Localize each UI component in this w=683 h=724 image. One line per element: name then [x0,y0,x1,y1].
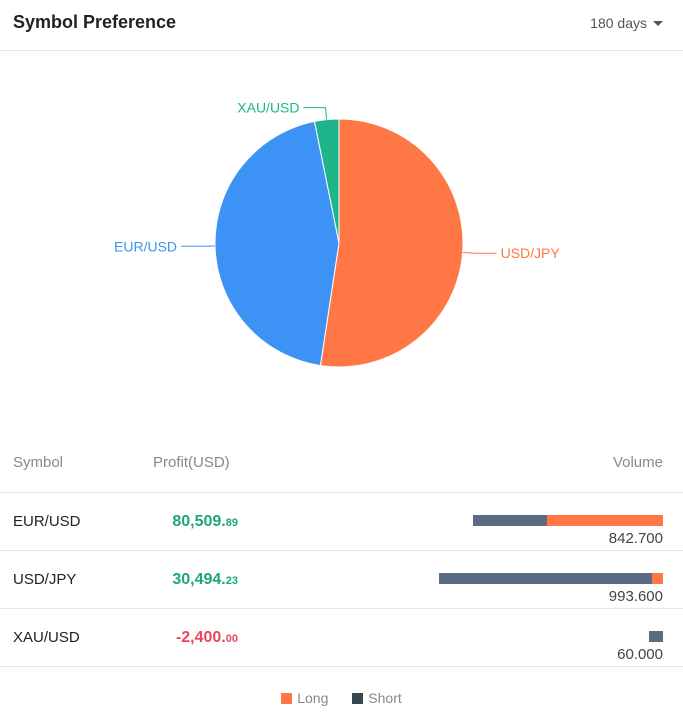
row-volume: 60.000 [617,646,663,663]
legend-long[interactable]: Long [281,690,328,706]
legend-short[interactable]: Short [352,690,402,706]
row-profit: 30,494.23 [172,571,238,589]
row-symbol: USD/JPY [13,571,77,588]
header-symbol: Symbol [13,454,64,471]
row-volume: 993.600 [608,588,663,605]
header-profit: Profit(USD) [153,454,230,471]
pie-leader-line [462,251,497,254]
profit-decimal: 23 [225,575,238,587]
pie-slice-eur-usd[interactable] [214,120,340,367]
header-volume: Volume [612,454,663,471]
volume-bar [473,515,663,526]
pie-label: XAU/USD [237,100,299,116]
table-row: EUR/USD 80,509.89 842.700 [0,493,683,551]
table-header: Symbol Profit(USD) Volume [0,438,683,493]
volume-bar-short [473,515,548,526]
time-range-dropdown[interactable]: 180 days [590,15,663,31]
panel-header: Symbol Preference 180 days [0,0,683,51]
row-profit: -2,400.00 [176,629,238,647]
volume-bar-long [547,515,663,526]
profit-integer: -2,400. [175,629,226,646]
row-profit: 80,509.89 [172,513,238,531]
row-symbol: XAU/USD [13,629,80,646]
volume-bar [439,573,663,584]
row-volume: 842.700 [608,530,663,547]
pie-label: USD/JPY [501,245,561,261]
chart-legend: Long Short [0,690,683,707]
volume-bar-short [649,631,663,642]
profit-integer: 30,494. [172,571,226,588]
time-range-value: 180 days [590,15,647,31]
pie-slice-usd-jpy[interactable] [319,118,464,368]
long-swatch-icon [281,692,293,704]
pie-label: EUR/USD [114,238,177,254]
profit-decimal: 89 [225,517,238,529]
legend-short-label: Short [368,690,402,706]
caret-down-icon [653,20,663,26]
volume-bar [649,631,663,642]
row-symbol: EUR/USD [13,513,81,530]
table-row: XAU/USD -2,400.00 60.000 [0,609,683,667]
symbol-pie-chart: USD/JPY EUR/USD XAU/USD [114,100,561,368]
table-row: USD/JPY 30,494.23 993.600 [0,551,683,609]
volume-bar-short [439,573,652,584]
volume-bar-long [651,573,663,584]
legend-long-label: Long [297,690,329,706]
profit-decimal: 00 [225,633,238,645]
short-swatch-icon [352,692,364,704]
panel-title: Symbol Preference [13,12,177,32]
pie-leader-line [303,107,328,120]
profit-integer: 80,509. [172,513,226,530]
